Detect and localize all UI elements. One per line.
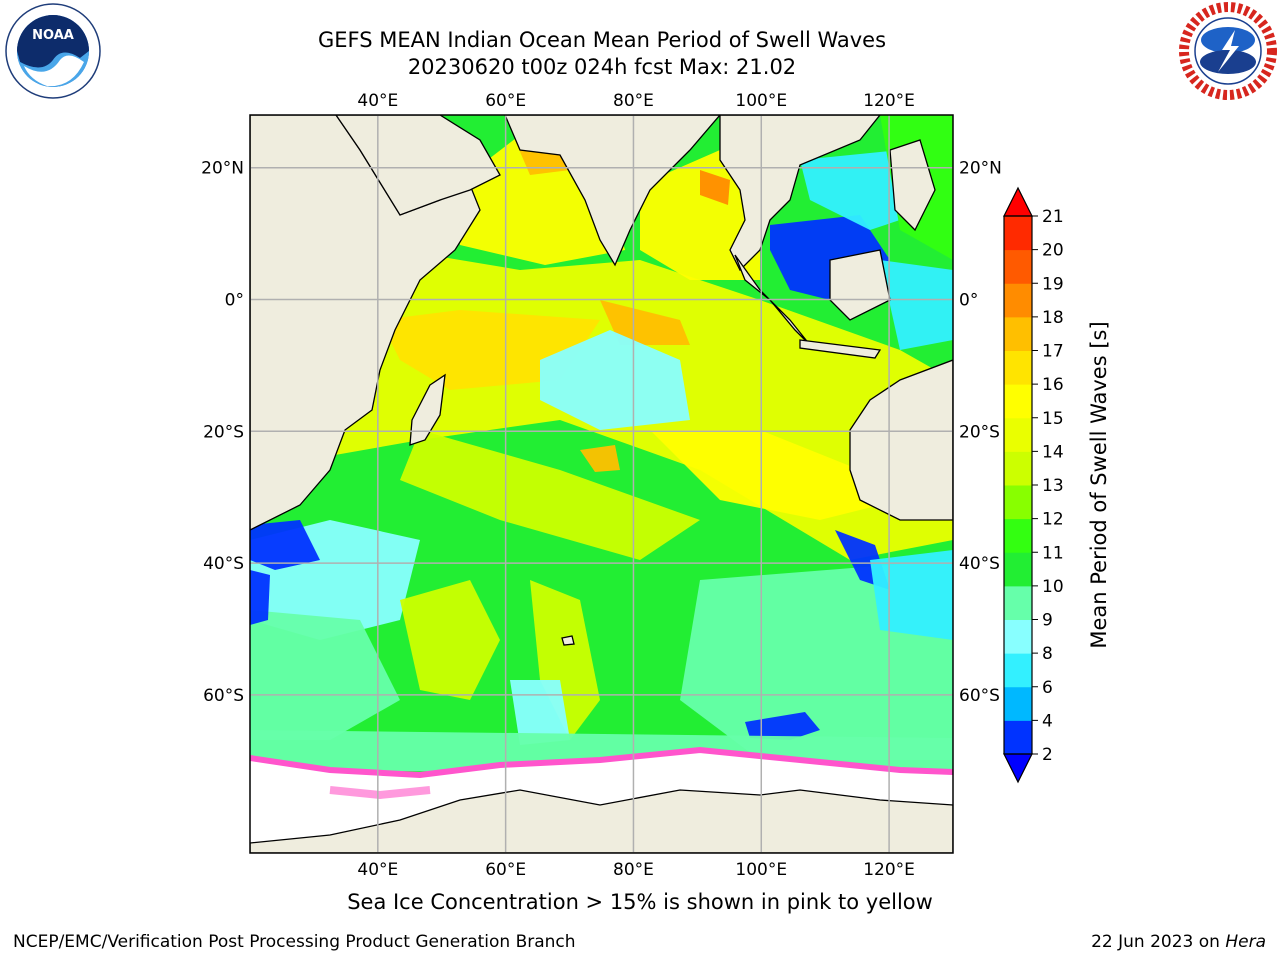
colorbar-segment bbox=[1004, 619, 1032, 654]
credit-text: NCEP/EMC/Verification Post Processing Pr… bbox=[13, 932, 576, 952]
colorbar-segment bbox=[1004, 720, 1032, 755]
lon-label-bottom: 80°E bbox=[613, 860, 654, 880]
colorbar-label: Mean Period of Swell Waves [s] bbox=[1087, 321, 1111, 648]
colorbar-segment bbox=[1004, 653, 1032, 688]
sumatra-land bbox=[734, 254, 811, 346]
colorbar-segment bbox=[1004, 552, 1032, 587]
colorbar-tick-label: 2 bbox=[1042, 745, 1053, 765]
sw-band-yellow bbox=[400, 430, 700, 560]
lon-label-bottom: 120°E bbox=[863, 860, 915, 880]
southeast-asia-land bbox=[719, 115, 881, 272]
india-land bbox=[504, 115, 721, 267]
colorbar-tick-label: 19 bbox=[1042, 274, 1064, 294]
colorbar-tick-label: 8 bbox=[1042, 644, 1053, 664]
sea-ice-note: Sea Ice Concentration > 15% is shown in … bbox=[347, 890, 933, 914]
lon-label-bottom: 60°E bbox=[485, 860, 526, 880]
colorbar-tick-label: 15 bbox=[1042, 409, 1064, 429]
colorbar-segment bbox=[1004, 316, 1032, 351]
colorbar-tick-label: 18 bbox=[1042, 308, 1064, 328]
noaa-wordmark: NOAA bbox=[32, 28, 74, 43]
lon-label-bottom: 100°E bbox=[735, 860, 787, 880]
bay-of-bengal-zone bbox=[640, 150, 760, 280]
colorbar-segment bbox=[1004, 485, 1032, 520]
sea-ice-patch bbox=[329, 786, 431, 800]
lon-label-top: 80°E bbox=[613, 91, 654, 111]
south-cyan-b bbox=[510, 680, 570, 745]
lat-label-left: 20°S bbox=[203, 422, 244, 442]
lat-label-left: 0° bbox=[225, 291, 244, 311]
antarctica-land bbox=[250, 789, 953, 853]
south-yellow-a bbox=[400, 580, 500, 700]
bengal-peak bbox=[700, 170, 730, 205]
lat-label-right: 40°S bbox=[959, 554, 1000, 574]
central-patch bbox=[600, 300, 690, 345]
lat-label-left: 20°N bbox=[201, 159, 244, 179]
colorbar-tick-label: 10 bbox=[1042, 577, 1064, 597]
arabia-land bbox=[335, 115, 501, 216]
colorbar-segment bbox=[1004, 249, 1032, 284]
colorbar-over-arrow bbox=[1003, 186, 1033, 217]
colorbar-tick-label: 11 bbox=[1042, 543, 1064, 563]
colorbar-tick-label: 16 bbox=[1042, 375, 1064, 395]
southwest-blue bbox=[250, 570, 270, 625]
indonesia-cyan bbox=[880, 260, 953, 350]
colorbar-segment bbox=[1004, 585, 1032, 620]
lat-label-left: 40°S bbox=[203, 554, 244, 574]
colorbar-segment bbox=[1004, 350, 1032, 385]
lat-label-right: 20°N bbox=[959, 159, 1002, 179]
colorbar-tick-label: 21 bbox=[1042, 207, 1064, 227]
colorbar-tick-label: 20 bbox=[1042, 241, 1064, 261]
lon-label-top: 100°E bbox=[735, 91, 787, 111]
westside-blue bbox=[250, 520, 320, 570]
colorbar-tick-label: 12 bbox=[1042, 510, 1064, 530]
host-name: Hera bbox=[1225, 932, 1266, 952]
subtropical-pool bbox=[540, 330, 690, 430]
borneo-land bbox=[829, 249, 891, 321]
sea-ice-edge bbox=[250, 746, 953, 779]
east-yellow-band bbox=[650, 430, 900, 520]
colorbar-segment bbox=[1004, 451, 1032, 486]
colorbar-tick-label: 13 bbox=[1042, 476, 1064, 496]
colorbar-tick-label: 4 bbox=[1042, 711, 1053, 731]
nws-logo bbox=[1179, 2, 1277, 100]
southwest-light bbox=[250, 610, 400, 740]
colorbar-tick-label: 6 bbox=[1042, 678, 1053, 698]
southern-blue-eddy bbox=[745, 712, 820, 740]
map-field bbox=[250, 115, 953, 853]
colorbar-segment bbox=[1004, 216, 1032, 251]
lat-label-right: 60°S bbox=[959, 686, 1000, 706]
south-yellow-b bbox=[530, 580, 600, 740]
madagascar-land bbox=[409, 373, 446, 446]
australia-land bbox=[849, 359, 953, 521]
colorbar-under-arrow bbox=[1003, 753, 1033, 784]
lon-label-top: 60°E bbox=[485, 91, 526, 111]
lat-label-left: 60°S bbox=[203, 686, 244, 706]
colorbar-segment bbox=[1004, 283, 1032, 318]
map-title: GEFS MEAN Indian Ocean Mean Period of Sw… bbox=[317, 28, 887, 52]
hotspot-mid bbox=[580, 445, 620, 472]
map-subtitle: 20230620 t00z 024h fcst Max: 21.02 bbox=[407, 55, 797, 79]
colorbar-tick-label: 14 bbox=[1042, 442, 1064, 462]
kerguelen-island bbox=[561, 635, 575, 646]
java-land bbox=[799, 339, 882, 359]
map-frame bbox=[249, 114, 954, 854]
lon-label-top: 120°E bbox=[863, 91, 915, 111]
colorbar-segment bbox=[1004, 384, 1032, 419]
lat-label-right: 0° bbox=[959, 291, 978, 311]
colorbar-segment bbox=[1004, 417, 1032, 452]
colorbar-segment bbox=[1004, 518, 1032, 553]
australia-cyan bbox=[870, 550, 953, 640]
colorbar-tick-label: 17 bbox=[1042, 342, 1064, 362]
colorbar-tick-label: 9 bbox=[1042, 611, 1053, 631]
lon-label-bottom: 40°E bbox=[357, 860, 398, 880]
date-text: 22 Jun 2023 on bbox=[1091, 932, 1226, 952]
noaa-logo: NOAA bbox=[5, 3, 101, 99]
lon-label-top: 40°E bbox=[357, 91, 398, 111]
philippines-land bbox=[889, 139, 936, 232]
date-stamp: 22 Jun 2023 on Hera bbox=[1091, 932, 1266, 952]
lat-label-right: 20°S bbox=[959, 422, 1000, 442]
colorbar-segment bbox=[1004, 686, 1032, 721]
